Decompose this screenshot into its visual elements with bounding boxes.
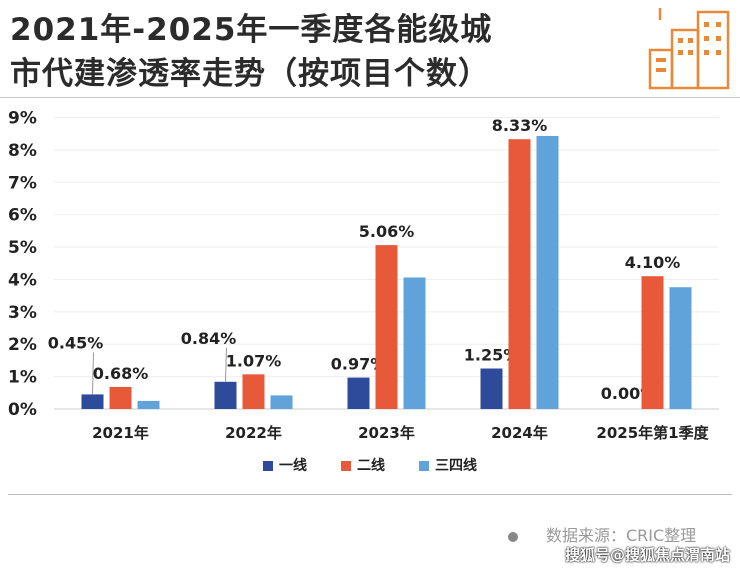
legend-label: 一线 [279, 458, 307, 474]
legend-item-tier34: 三四线 [419, 455, 477, 475]
y-tick-label: 5% [8, 238, 37, 258]
y-tick-label: 9% [8, 109, 37, 129]
data-label: 0.45% [48, 333, 104, 352]
bar-一线 [214, 381, 237, 409]
bar-二线 [375, 245, 398, 409]
data-label: 5.06% [359, 222, 415, 241]
source-note: 数据来源：CRIC整理 [508, 522, 696, 546]
legend-item-tier2: 二线 [341, 455, 385, 475]
bar-三四线 [270, 395, 293, 409]
data-label: 4.10% [625, 253, 681, 272]
data-label: 0.84% [181, 329, 237, 348]
source-text: 数据来源：CRIC整理 [546, 526, 697, 545]
leader-line [92, 352, 94, 395]
bar-二线 [109, 386, 132, 409]
y-tick-label: 1% [8, 368, 37, 388]
bar-chart: 0% 1% 2% 3% 4% 5% 6% 7% 8% 9% 2021年 0.45% 0.68% 2022年… [8, 109, 719, 442]
bar-一线 [81, 394, 104, 409]
data-label: 0.97% [331, 355, 387, 374]
bullet-icon [508, 531, 518, 542]
bar-二线 [242, 374, 265, 409]
bar-三四线 [137, 400, 160, 409]
legend: 一线 二线 三四线 [0, 455, 740, 475]
bar-二线 [641, 276, 664, 409]
chart-title-line1: 2021年-2025年一季度各能级城 [10, 12, 493, 48]
y-tick-label: 6% [8, 206, 37, 226]
y-tick-label: 3% [8, 303, 37, 323]
x-tick-label: 2024年 [491, 424, 548, 442]
bar-一线 [480, 368, 503, 409]
x-tick-label: 2022年 [225, 424, 282, 442]
divider [0, 97, 740, 98]
y-tick-label: 2% [8, 335, 37, 355]
data-label: 1.07% [226, 351, 282, 370]
legend-label: 三四线 [435, 458, 477, 474]
legend-label: 二线 [357, 458, 385, 474]
bar-三四线 [403, 277, 426, 409]
y-tick-label: 8% [8, 141, 37, 161]
watermark: 搜狐号@搜狐焦点渭南站 [565, 546, 731, 564]
x-tick-label: 2021年 [92, 424, 149, 442]
data-label: 8.33% [492, 116, 548, 135]
bar-二线 [508, 139, 531, 409]
chart-title-line2: 市代建渗透率走势（按项目个数） [10, 56, 490, 92]
data-label: 1.25% [464, 346, 520, 365]
divider [8, 494, 732, 495]
y-tick-label: 4% [8, 270, 37, 290]
legend-item-tier1: 一线 [263, 455, 307, 475]
y-tick-label: 7% [8, 173, 37, 193]
bar-三四线 [536, 135, 559, 409]
x-tick-label: 2025年第1季度 [596, 424, 709, 442]
y-tick-label: 0% [8, 400, 37, 420]
bar-一线 [347, 377, 370, 409]
building-icon [648, 8, 730, 90]
data-label: 0.68% [93, 364, 149, 383]
x-tick-label: 2023年 [358, 424, 415, 442]
leader-line [225, 347, 227, 382]
bar-三四线 [669, 287, 692, 409]
